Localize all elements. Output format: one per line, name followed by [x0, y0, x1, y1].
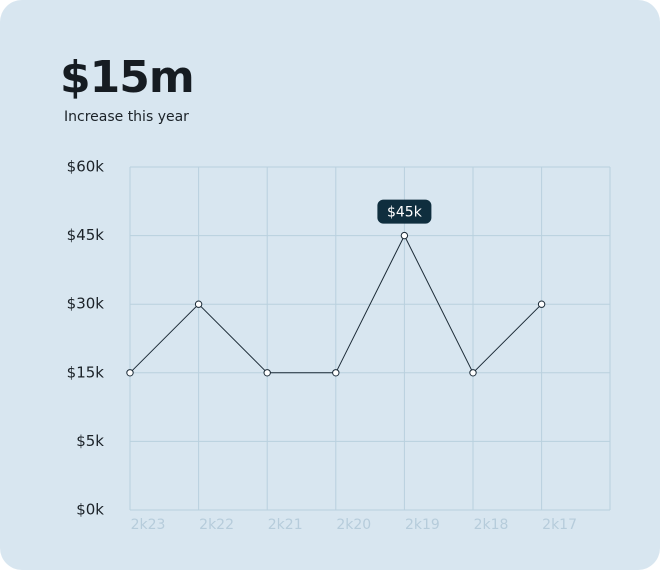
point	[537, 300, 546, 308]
x-tick-label: 2k19	[405, 517, 440, 533]
point	[263, 369, 271, 377]
y-tick-label: $5k	[76, 432, 104, 450]
x-tick-label: 2k22	[199, 517, 234, 533]
point	[332, 369, 340, 377]
x-tick-label: 2k18	[474, 517, 509, 533]
x-tick-label: 2k21	[268, 517, 303, 533]
tooltip-bg	[377, 199, 432, 224]
point	[126, 369, 134, 377]
x-tick-label: 2k17	[542, 517, 577, 533]
headline: $15m	[60, 52, 194, 103]
tooltip-label: $45k	[387, 205, 423, 221]
y-tick-label: $60k	[67, 158, 105, 176]
y-tick-label: $15k	[67, 363, 105, 381]
y-tick-label: $30k	[67, 295, 105, 313]
subtitle: Increase this year	[64, 109, 189, 125]
y-tick-label: $45k	[67, 226, 105, 244]
x-tick-label: 2k20	[336, 517, 371, 533]
x-tick-label: 2k23	[131, 517, 166, 533]
point	[400, 231, 409, 240]
y-tick-label: $0k	[76, 501, 104, 519]
point	[469, 369, 477, 377]
point	[194, 300, 203, 308]
